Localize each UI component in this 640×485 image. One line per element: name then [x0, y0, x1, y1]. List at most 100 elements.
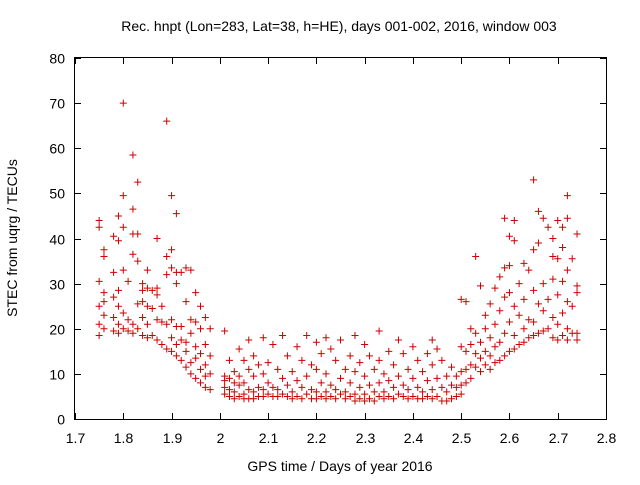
- data-point: [100, 289, 108, 297]
- data-point: [303, 390, 311, 398]
- data-point: [472, 363, 480, 371]
- data-point: [568, 302, 576, 310]
- x-tick-label: 2.4: [404, 430, 424, 446]
- data-point: [356, 383, 364, 391]
- data-point: [332, 395, 340, 403]
- data-point: [250, 388, 258, 396]
- data-point: [230, 395, 238, 403]
- data-point: [462, 365, 470, 373]
- data-point: [139, 332, 147, 340]
- data-point: [274, 392, 282, 400]
- data-point: [168, 192, 176, 200]
- data-point: [206, 352, 214, 360]
- data-point: [172, 280, 180, 288]
- y-tick-label: 30: [49, 277, 65, 293]
- data-point: [177, 268, 185, 276]
- data-point: [163, 320, 171, 328]
- data-point: [510, 237, 518, 245]
- x-tick-label: 1.9: [163, 430, 183, 446]
- data-point: [419, 368, 427, 376]
- data-point: [399, 350, 407, 358]
- data-point: [534, 329, 542, 337]
- data-point: [274, 386, 282, 394]
- data-point: [288, 388, 296, 396]
- data-point: [197, 302, 205, 310]
- data-point: [230, 388, 238, 396]
- y-tick-label: 80: [49, 51, 65, 67]
- data-point: [361, 397, 369, 405]
- data-point: [351, 332, 359, 340]
- data-point: [163, 117, 171, 125]
- data-point: [525, 316, 533, 324]
- data-point: [380, 388, 388, 396]
- data-point: [370, 388, 378, 396]
- data-point: [182, 347, 190, 355]
- data-point: [505, 289, 513, 297]
- data-point: [515, 311, 523, 319]
- data-point: [163, 271, 171, 279]
- data-point: [245, 336, 253, 344]
- data-point: [168, 316, 176, 324]
- data-point: [486, 365, 494, 373]
- data-point: [433, 345, 441, 353]
- data-point: [549, 275, 557, 283]
- data-point: [283, 381, 291, 389]
- data-point: [230, 379, 238, 387]
- data-point: [476, 368, 484, 376]
- data-point: [486, 352, 494, 360]
- data-point: [443, 372, 451, 380]
- data-point: [124, 277, 132, 285]
- data-point: [308, 361, 316, 369]
- data-point: [250, 352, 258, 360]
- data-point: [394, 336, 402, 344]
- data-point: [539, 327, 547, 335]
- data-point: [129, 205, 137, 213]
- data-point: [568, 255, 576, 263]
- data-point: [110, 327, 118, 335]
- data-point: [153, 336, 161, 344]
- data-point: [448, 381, 456, 389]
- data-point: [235, 381, 243, 389]
- data-point: [544, 325, 552, 333]
- data-point: [496, 338, 504, 346]
- data-point: [100, 325, 108, 333]
- data-point: [530, 246, 538, 254]
- data-point: [172, 210, 180, 218]
- data-point: [486, 334, 494, 342]
- data-point: [423, 350, 431, 358]
- data-point: [158, 341, 166, 349]
- data-point: [95, 223, 103, 231]
- data-point: [491, 284, 499, 292]
- data-point: [139, 286, 147, 294]
- data-point: [549, 313, 557, 321]
- data-point: [365, 381, 373, 389]
- data-point: [549, 253, 557, 261]
- data-point: [308, 386, 316, 394]
- data-point: [182, 264, 190, 272]
- data-point: [501, 214, 509, 222]
- data-point: [327, 381, 335, 389]
- data-point: [225, 356, 233, 364]
- data-point: [501, 293, 509, 301]
- data-point: [510, 332, 518, 340]
- data-point: [192, 354, 200, 362]
- data-point: [486, 300, 494, 308]
- data-point: [250, 372, 258, 380]
- data-point: [110, 313, 118, 321]
- data-point: [288, 395, 296, 403]
- data-point: [351, 368, 359, 376]
- data-point: [110, 268, 118, 276]
- data-point: [134, 257, 142, 265]
- data-point: [361, 341, 369, 349]
- data-point: [428, 336, 436, 344]
- data-point: [110, 232, 118, 240]
- data-point: [293, 343, 301, 351]
- data-point: [100, 311, 108, 319]
- data-point: [505, 232, 513, 240]
- data-point: [182, 363, 190, 371]
- data-point: [197, 350, 205, 358]
- data-point: [452, 372, 460, 380]
- data-point: [221, 390, 229, 398]
- data-point: [563, 298, 571, 306]
